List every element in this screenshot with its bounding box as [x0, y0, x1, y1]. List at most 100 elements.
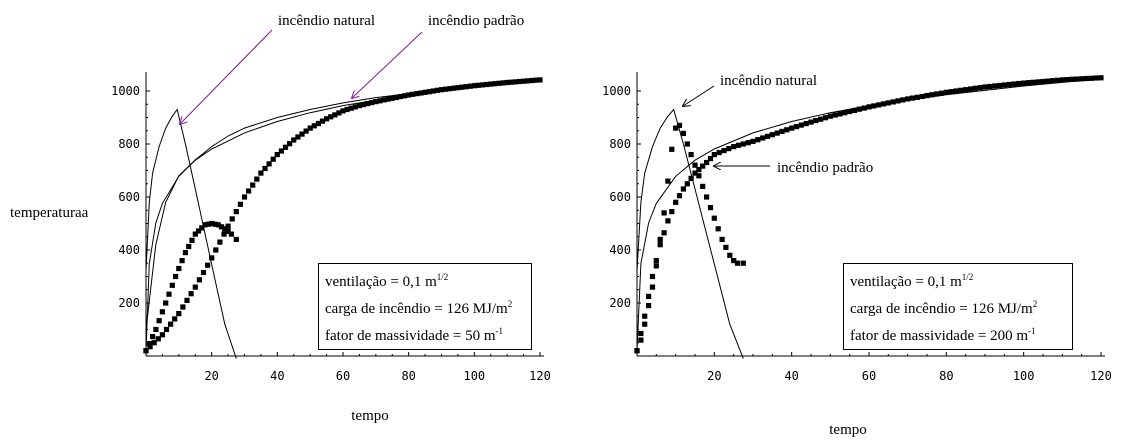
x-tick-label: 60 — [862, 369, 876, 383]
data-point — [143, 348, 149, 354]
series-dots-4 — [634, 75, 1104, 354]
data-point — [769, 132, 775, 138]
data-point — [225, 228, 231, 234]
data-point — [159, 332, 165, 338]
data-point — [653, 258, 659, 264]
data-point — [977, 85, 983, 91]
data-point — [217, 239, 223, 245]
data-point — [818, 116, 824, 122]
data-point — [784, 127, 790, 133]
annotation-arrow — [180, 29, 273, 124]
data-point — [344, 106, 350, 113]
data-point — [196, 277, 202, 283]
data-point — [919, 93, 925, 100]
data-point — [676, 193, 683, 199]
data-point — [147, 344, 153, 350]
data-point — [500, 80, 506, 86]
data-point — [793, 124, 800, 130]
data-point — [1006, 81, 1012, 88]
data-point — [649, 284, 656, 290]
data-point — [488, 81, 494, 87]
data-point — [987, 83, 993, 90]
series-line-3 — [145, 93, 409, 330]
data-point — [163, 326, 170, 333]
data-point — [262, 165, 268, 172]
data-point — [1035, 79, 1041, 85]
data-point — [215, 222, 221, 228]
data-point — [1040, 78, 1046, 85]
data-point — [972, 85, 978, 91]
data-point — [1030, 79, 1036, 85]
x-tick-label: 120 — [1090, 369, 1112, 383]
data-point — [189, 237, 195, 243]
data-point — [397, 94, 404, 100]
data-point — [319, 118, 326, 124]
data-point — [159, 309, 165, 315]
data-point — [447, 86, 453, 92]
data-point — [707, 205, 714, 211]
x-tick-label: 100 — [1013, 369, 1035, 383]
data-point — [900, 97, 906, 103]
data-point — [967, 86, 974, 92]
data-point — [665, 218, 671, 224]
data-point — [1016, 80, 1022, 87]
data-point — [200, 269, 207, 276]
data-point — [410, 91, 416, 97]
data-point — [471, 83, 477, 89]
data-point — [1059, 77, 1065, 83]
data-point — [711, 152, 717, 158]
data-point — [443, 86, 449, 92]
data-point — [779, 128, 785, 134]
data-point — [303, 128, 309, 134]
data-point — [665, 178, 671, 184]
data-point — [1069, 76, 1075, 82]
data-point — [734, 260, 741, 266]
x-tick-label: 120 — [529, 369, 551, 383]
series-line-1 — [636, 108, 744, 359]
data-point — [479, 82, 486, 88]
data-point — [153, 326, 159, 333]
data-point — [537, 77, 543, 83]
data-point — [774, 130, 780, 136]
data-point — [508, 79, 514, 85]
data-point — [336, 110, 342, 116]
data-point — [377, 98, 383, 104]
data-point — [861, 105, 867, 111]
data-point — [1050, 78, 1056, 84]
legend-massivity-factor: fator de massividade = 200 m-1 — [850, 326, 1036, 344]
y-tick-label: 400 — [609, 243, 631, 257]
data-point — [721, 148, 727, 154]
data-point — [700, 163, 706, 169]
legend-fire-load: carga de incêndio = 126 MJ/m2 — [850, 299, 1038, 317]
data-point — [661, 230, 667, 236]
data-point — [166, 291, 172, 297]
data-point — [222, 226, 228, 232]
data-point — [740, 141, 746, 147]
data-point — [938, 90, 945, 96]
annotation-label: incêndio padrão — [777, 160, 873, 176]
data-point — [402, 93, 408, 99]
data-point — [184, 297, 190, 303]
x-tick-label: 20 — [204, 369, 218, 383]
x-tick-label: 20 — [707, 369, 721, 383]
data-point — [360, 102, 367, 108]
y-tick-label: 200 — [118, 296, 140, 310]
data-point — [890, 99, 896, 105]
data-point — [192, 284, 198, 290]
x-tick-label: 80 — [401, 369, 415, 383]
data-point — [731, 258, 737, 264]
data-point — [434, 87, 440, 93]
data-point — [707, 156, 714, 162]
annotation-label: incêndio padrão — [428, 13, 524, 29]
data-point — [233, 236, 239, 242]
x-tick-label: 60 — [336, 369, 350, 383]
x-axis-label: tempo — [829, 422, 867, 438]
y-tick-label: 600 — [609, 190, 631, 204]
data-point — [414, 91, 420, 97]
data-point — [385, 96, 391, 102]
data-point — [475, 82, 481, 88]
data-point — [533, 77, 539, 83]
data-point — [521, 78, 527, 84]
data-point — [426, 89, 432, 95]
data-point — [992, 83, 998, 89]
